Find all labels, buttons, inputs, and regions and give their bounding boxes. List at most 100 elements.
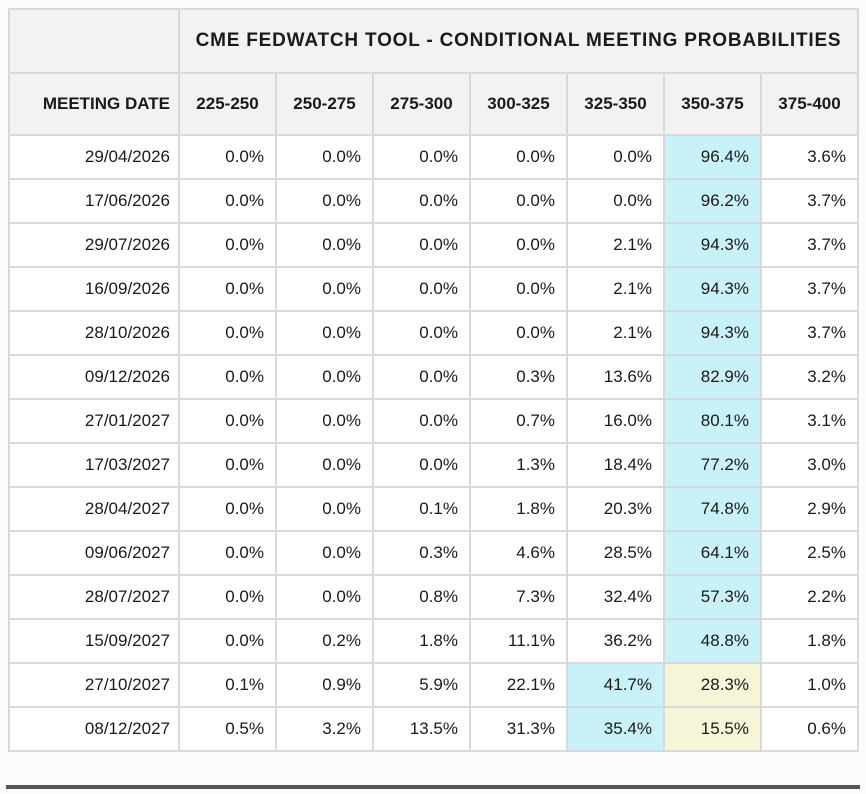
meeting-date-cell: 09/06/2027 bbox=[8, 530, 180, 576]
table-row: 27/10/2027 0.1% 0.9% 5.9% 22.1% 41.7% 28.3% 1.0… bbox=[8, 662, 859, 708]
probability-cell: 0.0% bbox=[178, 222, 277, 268]
probability-cell: 0.0% bbox=[372, 266, 471, 312]
probability-cell: 0.0% bbox=[275, 442, 374, 488]
probability-cell: 3.2% bbox=[275, 706, 374, 752]
rate-range-column-header: 350-375 bbox=[663, 72, 762, 136]
meeting-date-cell: 28/04/2027 bbox=[8, 486, 180, 532]
probability-cell: 0.0% bbox=[178, 398, 277, 444]
probability-cell: 0.0% bbox=[178, 618, 277, 664]
probability-cell: 1.8% bbox=[372, 618, 471, 664]
probability-cell: 0.9% bbox=[275, 662, 374, 708]
table-row: 28/10/2026 0.0% 0.0% 0.0% 0.0% 2.1% 94.3% 3.7% bbox=[8, 310, 859, 356]
probability-cell: 82.9% bbox=[663, 354, 762, 400]
meeting-date-column-header: MEETING DATE bbox=[8, 72, 180, 136]
probability-cell: 0.0% bbox=[178, 486, 277, 532]
probability-cell: 11.1% bbox=[469, 618, 568, 664]
probability-cell: 0.0% bbox=[372, 310, 471, 356]
probability-cell: 3.7% bbox=[760, 178, 859, 224]
meeting-date-cell: 27/10/2027 bbox=[8, 662, 180, 708]
probability-cell: 3.6% bbox=[760, 134, 859, 180]
probability-cell: 0.0% bbox=[275, 310, 374, 356]
meeting-date-cell: 16/09/2026 bbox=[8, 266, 180, 312]
probability-cell: 13.5% bbox=[372, 706, 471, 752]
probability-cell: 1.8% bbox=[469, 486, 568, 532]
probability-cell: 0.0% bbox=[275, 530, 374, 576]
probability-cell: 0.0% bbox=[178, 134, 277, 180]
probability-cell: 22.1% bbox=[469, 662, 568, 708]
rate-range-column-header: 325-350 bbox=[566, 72, 665, 136]
table-row: 17/03/2027 0.0% 0.0% 0.0% 1.3% 18.4% 77.2% 3.0% bbox=[8, 442, 859, 488]
probability-cell: 13.6% bbox=[566, 354, 665, 400]
probability-cell: 96.2% bbox=[663, 178, 762, 224]
probability-cell: 3.2% bbox=[760, 354, 859, 400]
probability-cell: 48.8% bbox=[663, 618, 762, 664]
probability-cell: 18.4% bbox=[566, 442, 665, 488]
probability-cell: 0.0% bbox=[275, 574, 374, 620]
probability-cell: 94.3% bbox=[663, 310, 762, 356]
probability-cell: 0.0% bbox=[566, 134, 665, 180]
probability-cell: 0.7% bbox=[469, 398, 568, 444]
probability-cell: 4.6% bbox=[469, 530, 568, 576]
probability-cell: 41.7% bbox=[566, 662, 665, 708]
corner-cell bbox=[8, 8, 180, 74]
fedwatch-probabilities-table: CME FEDWATCH TOOL - CONDITIONAL MEETING … bbox=[8, 8, 859, 752]
column-header-row: MEETING DATE 225-250 250-275 275-300 300-32… bbox=[8, 72, 859, 136]
probability-cell: 3.1% bbox=[760, 398, 859, 444]
meeting-date-cell: 15/09/2027 bbox=[8, 618, 180, 664]
probability-cell: 0.0% bbox=[275, 134, 374, 180]
probability-cell: 2.2% bbox=[760, 574, 859, 620]
rate-range-column-header: 300-325 bbox=[469, 72, 568, 136]
probability-cell: 0.0% bbox=[469, 178, 568, 224]
meeting-date-cell: 17/06/2026 bbox=[8, 178, 180, 224]
probability-cell: 0.0% bbox=[372, 222, 471, 268]
probability-cell: 0.0% bbox=[372, 442, 471, 488]
title-row: CME FEDWATCH TOOL - CONDITIONAL MEETING … bbox=[8, 8, 859, 74]
table-row: 09/06/2027 0.0% 0.0% 0.3% 4.6% 28.5% 64.1% 2.5% bbox=[8, 530, 859, 576]
probability-cell: 3.7% bbox=[760, 310, 859, 356]
probability-cell: 3.7% bbox=[760, 266, 859, 312]
meeting-date-cell: 08/12/2027 bbox=[8, 706, 180, 752]
fedwatch-table-container: CME FEDWATCH TOOL - CONDITIONAL MEETING … bbox=[8, 8, 859, 752]
probability-cell: 0.0% bbox=[178, 266, 277, 312]
probability-cell: 0.0% bbox=[372, 134, 471, 180]
probability-cell: 0.0% bbox=[178, 178, 277, 224]
probability-cell: 7.3% bbox=[469, 574, 568, 620]
probability-cell: 3.0% bbox=[760, 442, 859, 488]
probability-cell: 0.0% bbox=[178, 574, 277, 620]
probability-cell: 0.3% bbox=[469, 354, 568, 400]
meeting-date-cell: 28/07/2027 bbox=[8, 574, 180, 620]
meeting-date-cell: 17/03/2027 bbox=[8, 442, 180, 488]
probability-cell: 74.8% bbox=[663, 486, 762, 532]
probability-cell: 80.1% bbox=[663, 398, 762, 444]
probability-cell: 28.3% bbox=[663, 662, 762, 708]
table-row: 17/06/2026 0.0% 0.0% 0.0% 0.0% 0.0% 96.2% 3.7% bbox=[8, 178, 859, 224]
probability-cell: 20.3% bbox=[566, 486, 665, 532]
rate-range-column-header: 225-250 bbox=[178, 72, 277, 136]
probability-cell: 0.6% bbox=[760, 706, 859, 752]
probability-cell: 94.3% bbox=[663, 266, 762, 312]
table-row: 27/01/2027 0.0% 0.0% 0.0% 0.7% 16.0% 80.1% 3.1% bbox=[8, 398, 859, 444]
probability-cell: 0.0% bbox=[275, 398, 374, 444]
probability-cell: 0.0% bbox=[566, 178, 665, 224]
probability-cell: 0.0% bbox=[275, 266, 374, 312]
bottom-divider-bar bbox=[6, 785, 860, 789]
probability-cell: 0.0% bbox=[178, 530, 277, 576]
probability-cell: 0.0% bbox=[469, 134, 568, 180]
probability-cell: 57.3% bbox=[663, 574, 762, 620]
table-row: 08/12/2027 0.5% 3.2% 13.5% 31.3% 35.4% 15.5% 0.… bbox=[8, 706, 859, 752]
table-row: 28/04/2027 0.0% 0.0% 0.1% 1.8% 20.3% 74.8% 2.9% bbox=[8, 486, 859, 532]
probability-cell: 0.0% bbox=[275, 178, 374, 224]
probability-cell: 32.4% bbox=[566, 574, 665, 620]
probability-cell: 28.5% bbox=[566, 530, 665, 576]
probability-cell: 0.0% bbox=[275, 486, 374, 532]
probability-cell: 0.0% bbox=[275, 222, 374, 268]
probability-cell: 0.2% bbox=[275, 618, 374, 664]
probability-cell: 1.8% bbox=[760, 618, 859, 664]
table-row: 29/04/2026 0.0% 0.0% 0.0% 0.0% 0.0% 96.4% 3.6% bbox=[8, 134, 859, 180]
table-row: 28/07/2027 0.0% 0.0% 0.8% 7.3% 32.4% 57.3% 2.2% bbox=[8, 574, 859, 620]
probability-cell: 31.3% bbox=[469, 706, 568, 752]
probability-cell: 0.0% bbox=[178, 442, 277, 488]
probability-cell: 0.3% bbox=[372, 530, 471, 576]
probability-cell: 94.3% bbox=[663, 222, 762, 268]
meeting-date-cell: 29/07/2026 bbox=[8, 222, 180, 268]
